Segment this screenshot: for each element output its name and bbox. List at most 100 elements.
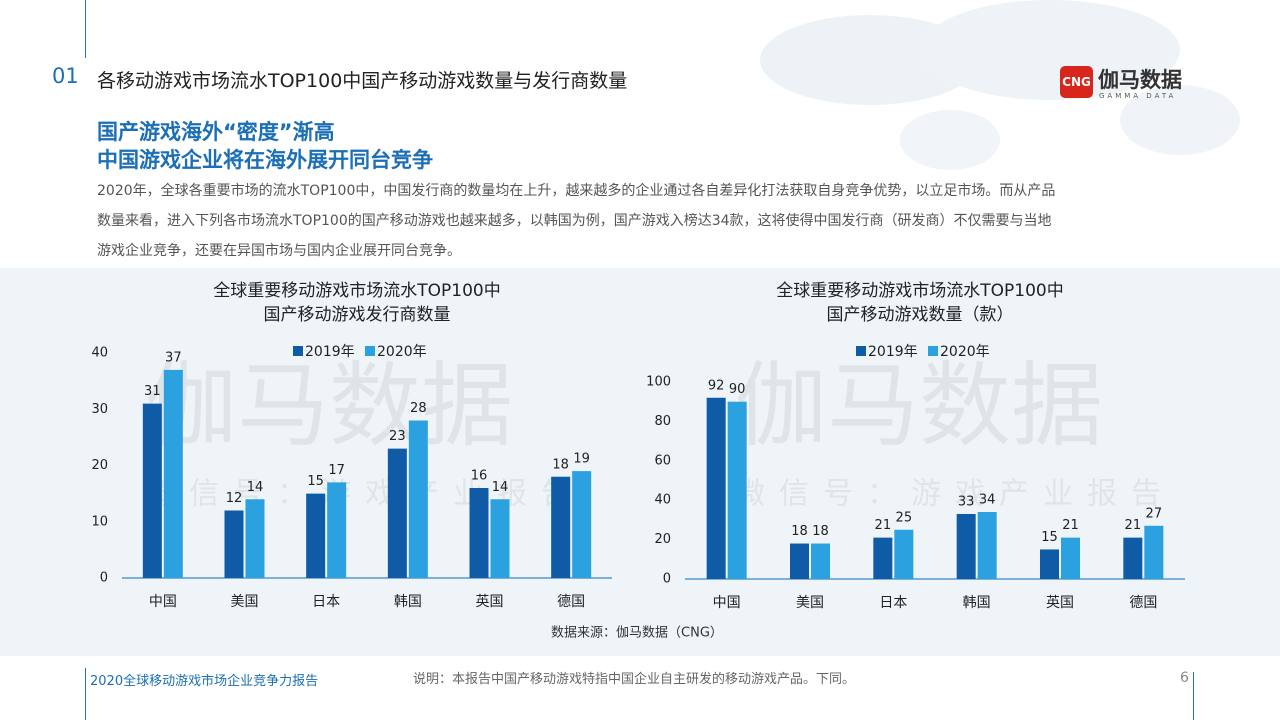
rule (85, 668, 86, 720)
bar (727, 401, 747, 579)
chart-title: 全球重要移动游戏市场流水TOP100中 (776, 281, 1063, 301)
bar (408, 420, 428, 578)
value-label: 25 (896, 510, 913, 525)
bar (490, 499, 510, 578)
y-tick-label: 0 (663, 572, 671, 587)
watermark: 伽马数据 (145, 352, 513, 459)
value-label: 33 (958, 494, 975, 509)
value-label: 17 (328, 463, 345, 478)
value-label: 16 (471, 469, 488, 484)
bar (142, 403, 162, 578)
value-label: 21 (1125, 518, 1142, 533)
y-tick-label: 40 (91, 346, 108, 361)
legend-swatch (293, 346, 303, 356)
footer-note: 说明：本报告中国产移动游戏特指中国企业自主研发的移动游戏产品。下同。 (413, 672, 856, 687)
value-label: 18 (552, 457, 569, 472)
bar (1144, 525, 1164, 579)
watermark: 微信号：游戏产业报告 (145, 477, 585, 512)
page-number: 6 (1180, 670, 1189, 686)
value-label: 92 (708, 378, 725, 393)
paragraph-line: 游戏企业竞争，还要在异国市场与国内企业展开同台竞争。 (97, 243, 461, 259)
y-tick-label: 30 (91, 402, 108, 417)
value-label: 21 (1062, 518, 1079, 533)
slide-title: 各移动游戏市场流水TOP100中国产移动游戏数量与发行商数量 (97, 70, 628, 92)
bar (873, 537, 893, 579)
legend-swatch (365, 346, 375, 356)
value-label: 28 (410, 401, 427, 416)
y-tick-label: 20 (91, 458, 108, 473)
legend-label: 2019年 (305, 344, 355, 360)
x-tick-label: 德国 (557, 594, 585, 610)
logo-name-en: GAMMA DATA (1099, 92, 1177, 100)
bar (469, 488, 489, 578)
rule (85, 0, 86, 58)
section-number: 01 (52, 64, 79, 88)
logo-name: 伽马数据 (1098, 68, 1182, 92)
y-tick-label: 80 (654, 414, 671, 429)
value-label: 15 (307, 474, 324, 489)
value-label: 90 (729, 382, 746, 397)
bar (977, 512, 997, 579)
world-map (760, 0, 1240, 170)
bar (224, 510, 244, 578)
bar (306, 493, 326, 578)
value-label: 37 (165, 350, 182, 365)
x-tick-label: 韩国 (394, 594, 422, 610)
value-label: 14 (247, 480, 264, 495)
legend-label: 2019年 (868, 344, 918, 360)
bar (1040, 549, 1059, 579)
value-label: 34 (979, 493, 996, 508)
bar (1061, 537, 1080, 579)
bar (551, 476, 571, 578)
bar (706, 397, 726, 579)
y-tick-label: 100 (646, 375, 671, 390)
y-tick-label: 20 (654, 532, 671, 547)
x-tick-label: 英国 (476, 593, 504, 610)
bar (894, 529, 914, 579)
headline: 国产游戏海外“密度”渐高 (97, 120, 335, 144)
watermark: 微信号：游戏产业报告 (735, 477, 1175, 512)
y-tick-label: 10 (91, 514, 108, 529)
value-label: 18 (791, 524, 808, 539)
chart-title: 国产移动游戏发行商数量 (264, 305, 451, 325)
rule (1193, 672, 1194, 720)
x-tick-label: 美国 (796, 595, 824, 611)
value-label: 12 (226, 491, 243, 506)
value-label: 27 (1146, 506, 1163, 521)
chart-title: 全球重要移动游戏市场流水TOP100中 (213, 281, 500, 301)
bar (387, 448, 407, 578)
bar (163, 369, 183, 578)
value-label: 15 (1041, 530, 1058, 545)
headline: 中国游戏企业将在海外展开同台竞争 (97, 148, 433, 172)
x-tick-label: 中国 (713, 595, 741, 611)
value-label: 18 (812, 524, 829, 539)
bar (790, 543, 809, 579)
x-tick-label: 韩国 (963, 595, 991, 611)
legend-label: 2020年 (377, 344, 427, 360)
value-label: 19 (573, 452, 590, 467)
legend-swatch (856, 346, 866, 356)
x-tick-label: 日本 (879, 595, 907, 611)
bar (956, 513, 976, 579)
x-tick-label: 英国 (1046, 594, 1074, 611)
x-tick-label: 德国 (1129, 595, 1157, 611)
legend-swatch (928, 346, 938, 356)
bar (1123, 537, 1143, 579)
bar (811, 543, 830, 579)
bar (327, 482, 347, 578)
x-tick-label: 日本 (312, 594, 340, 610)
source: 数据来源：伽马数据（CNG） (551, 626, 723, 641)
footer-report: 2020全球移动游戏市场企业竞争力报告 (90, 674, 319, 689)
bar (572, 471, 592, 578)
value-label: 14 (492, 480, 509, 495)
y-tick-label: 40 (654, 493, 671, 508)
bar (245, 499, 265, 578)
watermark: 伽马数据 (735, 352, 1103, 459)
y-tick-label: 0 (100, 571, 108, 586)
paragraph-line: 数量来看，进入下列各市场流水TOP100的国产移动游戏也越来越多，以韩国为例，国… (97, 213, 1052, 229)
x-tick-label: 美国 (231, 594, 259, 610)
x-tick-label: 中国 (149, 594, 177, 610)
logo-mark: CNG (1060, 66, 1093, 98)
legend-label: 2020年 (940, 344, 990, 360)
